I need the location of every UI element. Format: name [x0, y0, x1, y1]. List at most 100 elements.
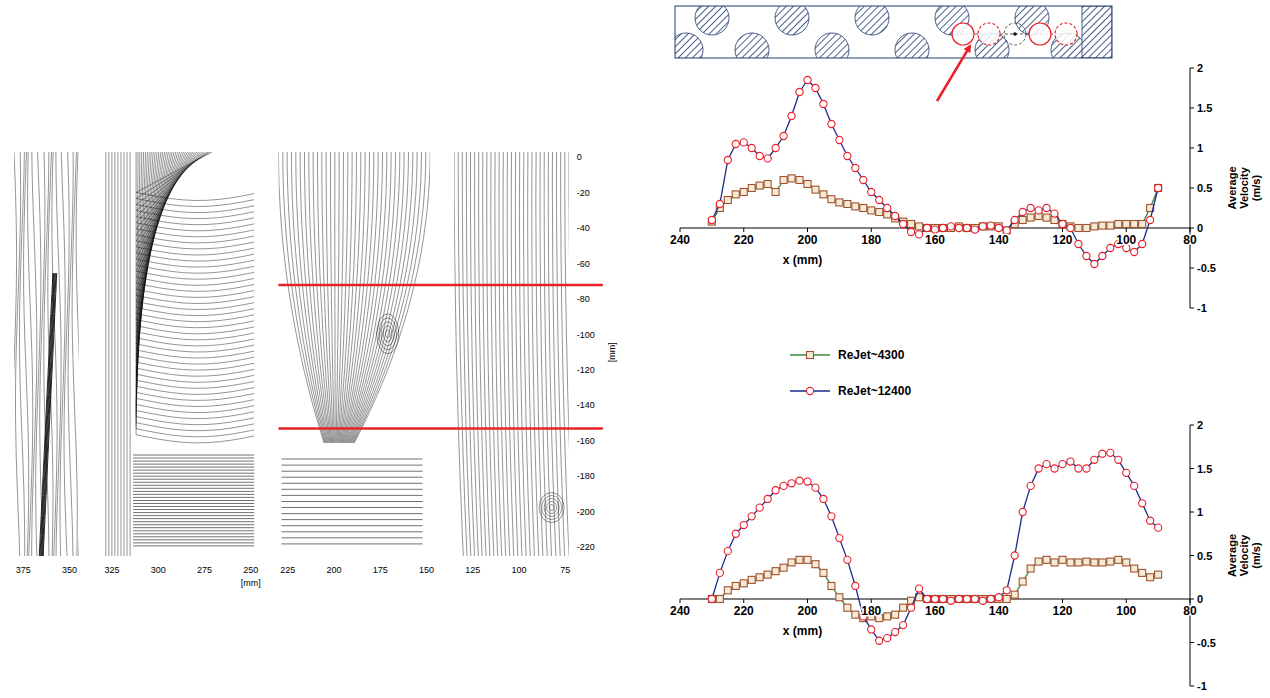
data-point — [884, 635, 891, 642]
streamline — [532, 152, 539, 556]
panel-bg — [454, 152, 569, 556]
axis-title: AverageVelocity(m/s) — [1226, 166, 1262, 209]
tick-label: 160 — [925, 604, 945, 618]
data-point — [764, 495, 771, 502]
streamline — [326, 152, 333, 443]
streamline — [282, 483, 423, 484]
data-point — [963, 596, 970, 603]
section-line — [278, 284, 602, 287]
data-point — [1131, 248, 1138, 255]
streamline — [133, 482, 254, 483]
tick-label: -200 — [577, 507, 595, 517]
data-point — [1099, 252, 1106, 259]
streamline — [282, 531, 423, 532]
data-point — [756, 574, 763, 581]
data-point — [892, 628, 899, 635]
panel-bg — [103, 152, 255, 556]
tick-label: 180 — [861, 233, 881, 247]
legend-label: ReJet~12400 — [838, 384, 911, 398]
vortex — [381, 322, 394, 346]
data-point — [963, 224, 970, 231]
streamline — [133, 488, 254, 489]
streamline — [130, 152, 131, 556]
x-tick — [743, 599, 744, 603]
data-point — [740, 580, 747, 587]
x-tick — [807, 228, 808, 232]
streamline — [282, 459, 423, 460]
y-tick — [1190, 425, 1194, 426]
streamline — [136, 152, 254, 443]
vortex — [549, 505, 554, 511]
tick-label: -140 — [577, 400, 595, 410]
streamline — [348, 152, 400, 443]
figure: 375350325300275250[mm]225200175150125100… — [0, 0, 1270, 698]
streamline — [483, 152, 490, 556]
streamline — [133, 533, 254, 534]
data-point — [836, 136, 843, 143]
data-point — [1139, 500, 1146, 507]
streamline — [133, 536, 254, 537]
chart: 24022020018016014012010080-1-0.500.511.5… — [670, 62, 1262, 398]
streamline — [133, 485, 254, 486]
streamline — [296, 152, 328, 443]
data-point — [780, 132, 787, 139]
data-point — [931, 595, 938, 602]
streamline — [503, 152, 510, 556]
data-point — [748, 185, 755, 192]
streamline — [111, 152, 112, 556]
data-point — [979, 223, 986, 230]
tick-label: -1 — [1197, 302, 1207, 314]
streamline — [76, 152, 79, 556]
y-tick — [1190, 68, 1194, 69]
data-point — [1083, 465, 1090, 472]
series-line — [712, 560, 1158, 618]
data-point — [876, 209, 883, 216]
tick-label: 0.5 — [1197, 182, 1212, 194]
tick-label: 120 — [1052, 604, 1072, 618]
streamline — [536, 152, 543, 556]
tick-label: 0.5 — [1197, 550, 1212, 562]
streamline — [133, 509, 254, 510]
streamline — [136, 152, 254, 382]
tick-label: 80 — [1183, 233, 1197, 247]
tick-label: 325 — [104, 565, 119, 575]
tick-label: 375 — [16, 565, 31, 575]
data-point — [1091, 223, 1098, 230]
streamline — [133, 458, 254, 459]
pin — [695, 6, 729, 35]
streamline — [454, 152, 463, 556]
data-point — [756, 152, 763, 159]
streamline — [20, 152, 25, 556]
data-point — [995, 594, 1002, 601]
y-tick — [1190, 228, 1194, 229]
streamline — [479, 152, 486, 556]
tick-label: 1.5 — [1197, 102, 1212, 114]
streamline — [133, 479, 254, 480]
tick-label: 140 — [989, 233, 1009, 247]
data-point — [947, 223, 954, 230]
data-point — [844, 201, 851, 208]
tick-label: 220 — [734, 604, 754, 618]
data-point — [1139, 221, 1146, 228]
section-line — [278, 427, 602, 430]
data-point — [979, 597, 986, 604]
data-point — [828, 513, 835, 520]
probe-circle — [1029, 23, 1051, 45]
data-point — [788, 112, 795, 119]
y-tick — [1190, 512, 1194, 513]
tick-label: 175 — [373, 565, 388, 575]
streamline — [136, 152, 254, 437]
jet-plate — [1082, 6, 1112, 58]
streamline — [105, 152, 106, 556]
data-point — [1035, 207, 1042, 214]
streamline — [353, 152, 425, 443]
streamline-panel — [278, 152, 430, 556]
tick-label: -0.5 — [1197, 262, 1216, 274]
data-point — [828, 120, 835, 127]
vortex — [544, 499, 559, 517]
tick-label: 75 — [560, 565, 570, 575]
axis-title-line: Average — [1226, 534, 1238, 577]
data-point — [1035, 558, 1042, 565]
streamline — [334, 152, 335, 443]
data-point — [1091, 456, 1098, 463]
